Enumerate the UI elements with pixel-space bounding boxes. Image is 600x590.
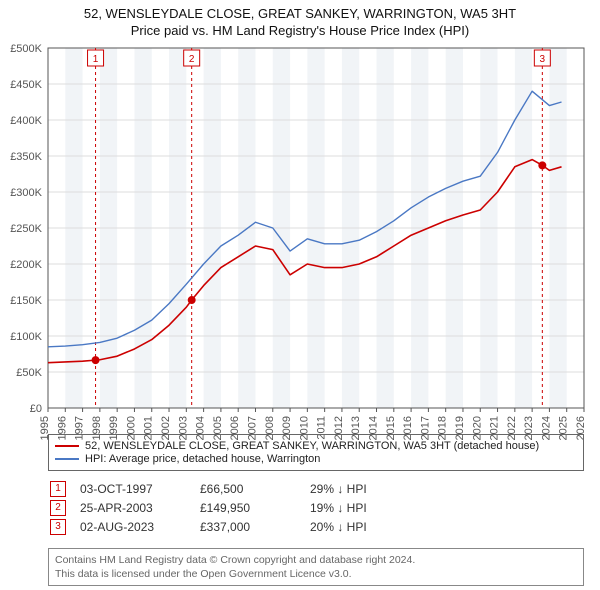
legend-row: HPI: Average price, detached house, Warr… bbox=[55, 453, 577, 465]
event-marker-icon: 3 bbox=[50, 519, 66, 535]
svg-text:1: 1 bbox=[93, 54, 99, 65]
events-list: 1 03-OCT-1997 £66,500 29% ↓ HPI 2 25-APR… bbox=[48, 478, 584, 538]
event-price: £337,000 bbox=[200, 520, 310, 534]
svg-text:£50K: £50K bbox=[16, 367, 42, 379]
svg-text:£350K: £350K bbox=[10, 151, 42, 163]
event-marker-icon: 2 bbox=[50, 500, 66, 516]
legend-swatch bbox=[55, 445, 79, 447]
event-date: 02-AUG-2023 bbox=[80, 520, 200, 534]
event-delta: 19% ↓ HPI bbox=[310, 501, 367, 515]
attribution-footer: Contains HM Land Registry data © Crown c… bbox=[48, 548, 584, 586]
legend-swatch bbox=[55, 458, 79, 460]
event-price: £66,500 bbox=[200, 482, 310, 496]
svg-text:£400K: £400K bbox=[10, 115, 42, 127]
svg-text:£150K: £150K bbox=[10, 295, 42, 307]
svg-text:2: 2 bbox=[189, 54, 195, 65]
footer-line1: Contains HM Land Registry data © Crown c… bbox=[55, 553, 577, 567]
svg-text:£300K: £300K bbox=[10, 187, 42, 199]
event-date: 25-APR-2003 bbox=[80, 501, 200, 515]
svg-text:3: 3 bbox=[540, 54, 546, 65]
legend-row: 52, WENSLEYDALE CLOSE, GREAT SANKEY, WAR… bbox=[55, 440, 577, 452]
event-row: 1 03-OCT-1997 £66,500 29% ↓ HPI bbox=[48, 481, 584, 497]
legend-label: HPI: Average price, detached house, Warr… bbox=[85, 453, 320, 465]
legend-label: 52, WENSLEYDALE CLOSE, GREAT SANKEY, WAR… bbox=[85, 440, 539, 452]
event-row: 3 02-AUG-2023 £337,000 20% ↓ HPI bbox=[48, 519, 584, 535]
event-delta: 29% ↓ HPI bbox=[310, 482, 367, 496]
event-date: 03-OCT-1997 bbox=[80, 482, 200, 496]
event-marker-icon: 1 bbox=[50, 481, 66, 497]
svg-text:£0: £0 bbox=[30, 403, 42, 415]
footer-line2: This data is licensed under the Open Gov… bbox=[55, 567, 577, 581]
event-row: 2 25-APR-2003 £149,950 19% ↓ HPI bbox=[48, 500, 584, 516]
svg-text:£450K: £450K bbox=[10, 79, 42, 91]
svg-text:£500K: £500K bbox=[10, 43, 42, 55]
event-delta: 20% ↓ HPI bbox=[310, 520, 367, 534]
event-price: £149,950 bbox=[200, 501, 310, 515]
svg-text:£200K: £200K bbox=[10, 259, 42, 271]
legend: 52, WENSLEYDALE CLOSE, GREAT SANKEY, WAR… bbox=[48, 434, 584, 471]
svg-text:£250K: £250K bbox=[10, 223, 42, 235]
svg-text:£100K: £100K bbox=[10, 331, 42, 343]
